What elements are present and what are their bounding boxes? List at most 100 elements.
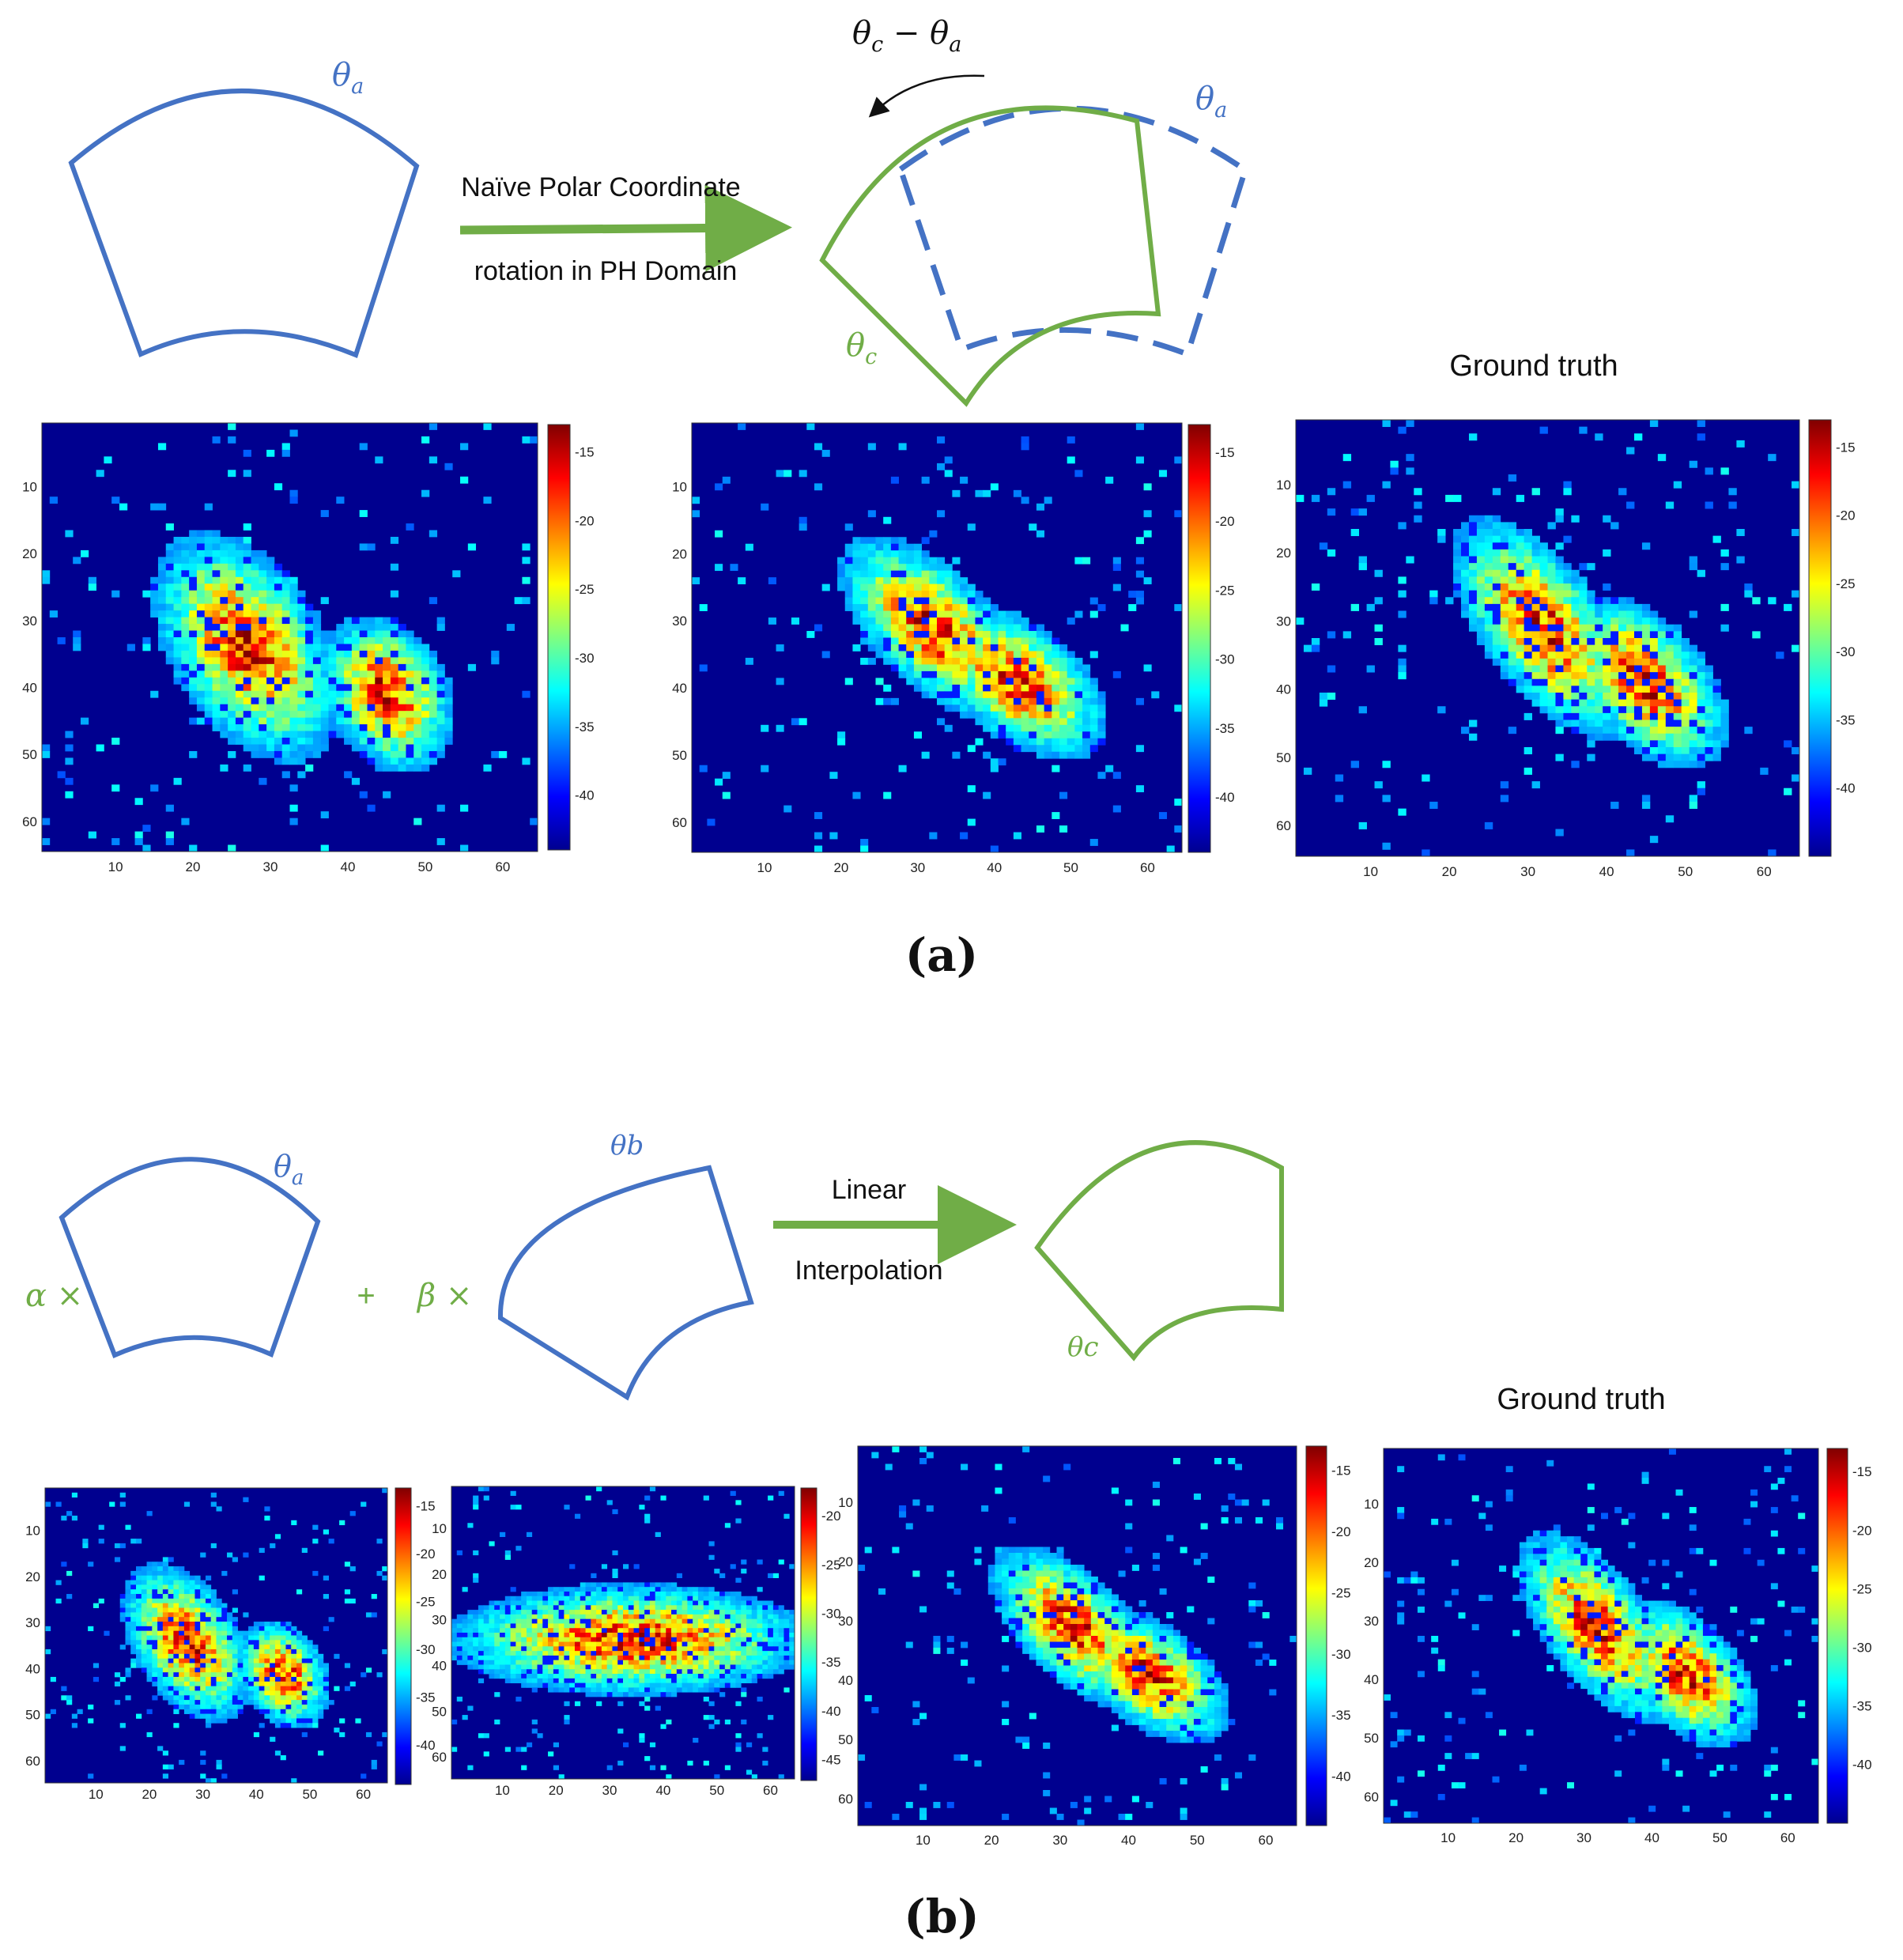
heatmap-cell <box>173 650 182 658</box>
heatmap-cell <box>1484 576 1493 584</box>
heatmap-cell <box>179 1663 185 1668</box>
heatmap-cell <box>494 1637 500 1642</box>
heatmap-cell <box>1036 530 1045 538</box>
heatmap-cell <box>762 1655 768 1661</box>
heatmap-cell <box>183 1612 191 1618</box>
heatmap-cell <box>708 1618 715 1624</box>
heatmap-cell <box>504 1655 511 1661</box>
heatmap-cell <box>660 1628 666 1633</box>
heatmap-cell <box>371 1594 377 1599</box>
heatmap-cell <box>200 1630 206 1636</box>
heatmap-cell <box>183 1622 191 1627</box>
heatmap-cell <box>251 644 259 651</box>
heatmap-cell <box>114 1700 121 1705</box>
heatmap-cell <box>328 731 337 738</box>
heatmap-cell <box>1135 697 1144 705</box>
heatmap-cell <box>181 650 190 658</box>
heatmap-cell <box>1453 563 1462 571</box>
heatmap-cell <box>243 663 251 671</box>
heatmap-cell <box>1705 719 1713 727</box>
heatmap-cell <box>890 651 899 659</box>
heatmap-cell <box>237 1663 244 1668</box>
heatmap-cell <box>687 1596 693 1601</box>
heatmap-cell <box>71 1515 77 1521</box>
heatmap-cell <box>860 564 869 572</box>
heatmap-cell <box>844 557 853 565</box>
heatmap-cell <box>383 791 391 799</box>
heatmap-cell <box>456 1641 463 1647</box>
heatmap-cell <box>1547 638 1556 646</box>
heatmap-cell <box>235 724 244 731</box>
heatmap-cell <box>146 1570 153 1577</box>
heatmap-cell <box>221 1667 228 1673</box>
heatmap-cell <box>960 631 968 638</box>
heatmap-cell <box>173 1640 179 1645</box>
heatmap-cell <box>515 1641 522 1647</box>
heatmap-cell <box>173 1690 179 1696</box>
heatmap-cell <box>1013 610 1021 618</box>
heatmap-cell <box>1074 711 1083 719</box>
heatmap-cell <box>1135 597 1144 605</box>
heatmap-cell <box>1587 638 1595 646</box>
heatmap-cell <box>235 738 244 745</box>
heatmap-cell <box>660 1646 666 1652</box>
heatmap-cell <box>312 1723 319 1728</box>
heatmap-cell <box>682 1600 688 1606</box>
heatmap-cell <box>361 1773 367 1779</box>
heatmap-cell <box>216 1658 222 1664</box>
heatmap-cell <box>1665 624 1675 632</box>
heatmap-cell <box>179 1667 185 1673</box>
heatmap-cell <box>183 1709 191 1714</box>
heatmap-cell <box>194 1709 201 1714</box>
heatmap-cell <box>204 597 213 605</box>
heatmap-cell <box>515 1628 522 1633</box>
heatmap-cell <box>783 1646 790 1652</box>
heatmap-cell <box>975 624 984 632</box>
heatmap-cell <box>1720 603 1729 611</box>
theta-a-dashed-label: θa <box>1195 81 1227 123</box>
heatmap-cell <box>692 577 700 585</box>
heatmap-cell <box>1563 617 1572 625</box>
heatmap-cell <box>929 597 938 605</box>
heatmap-cell <box>1571 569 1580 577</box>
heatmap-cell <box>1021 664 1029 672</box>
heatmap-cell <box>297 657 306 665</box>
heatmap-cell <box>136 1622 142 1627</box>
heatmap-cell <box>860 839 869 846</box>
heatmap-cell <box>243 684 251 692</box>
heatmap-cell <box>601 1655 608 1661</box>
heatmap-cell <box>216 1663 222 1668</box>
heatmap-cell <box>1792 747 1800 755</box>
heatmap-cell <box>274 576 283 584</box>
heatmap-cell <box>844 577 853 585</box>
heatmap-cell <box>521 1637 527 1642</box>
heatmap-cell <box>1571 624 1580 632</box>
heatmap-cell <box>157 590 167 598</box>
heatmap-cell <box>220 644 228 651</box>
heatmap-cell <box>1531 542 1540 550</box>
heatmap-cell <box>1128 591 1137 598</box>
heatmap-cell <box>462 1646 468 1652</box>
heatmap-cell <box>1657 665 1667 673</box>
heatmap-cell <box>266 690 275 698</box>
heatmap-cell <box>253 1635 260 1641</box>
heatmap-cell <box>693 1646 699 1652</box>
heatmap-cell <box>1641 706 1651 714</box>
heatmap-cell <box>526 1633 533 1638</box>
heatmap-cell <box>165 838 174 845</box>
heatmap-cell <box>542 1637 549 1642</box>
heatmap-cell <box>1697 719 1705 727</box>
heatmap-cell <box>1547 569 1556 577</box>
heatmap-cell <box>510 1641 516 1647</box>
heatmap-cell <box>1143 483 1152 491</box>
heatmap-cell <box>687 1605 693 1611</box>
heatmap-cell <box>200 1704 206 1710</box>
heatmap-cell <box>183 1598 191 1604</box>
heatmap-cell <box>323 1672 329 1678</box>
heatmap-cell <box>1595 651 1603 659</box>
heatmap-cell <box>291 1718 297 1724</box>
heatmap-cell <box>526 1637 533 1642</box>
heatmap-cell <box>719 1628 726 1633</box>
heatmap-cell <box>1059 664 1068 672</box>
theta-b-label: θb <box>610 1130 644 1161</box>
